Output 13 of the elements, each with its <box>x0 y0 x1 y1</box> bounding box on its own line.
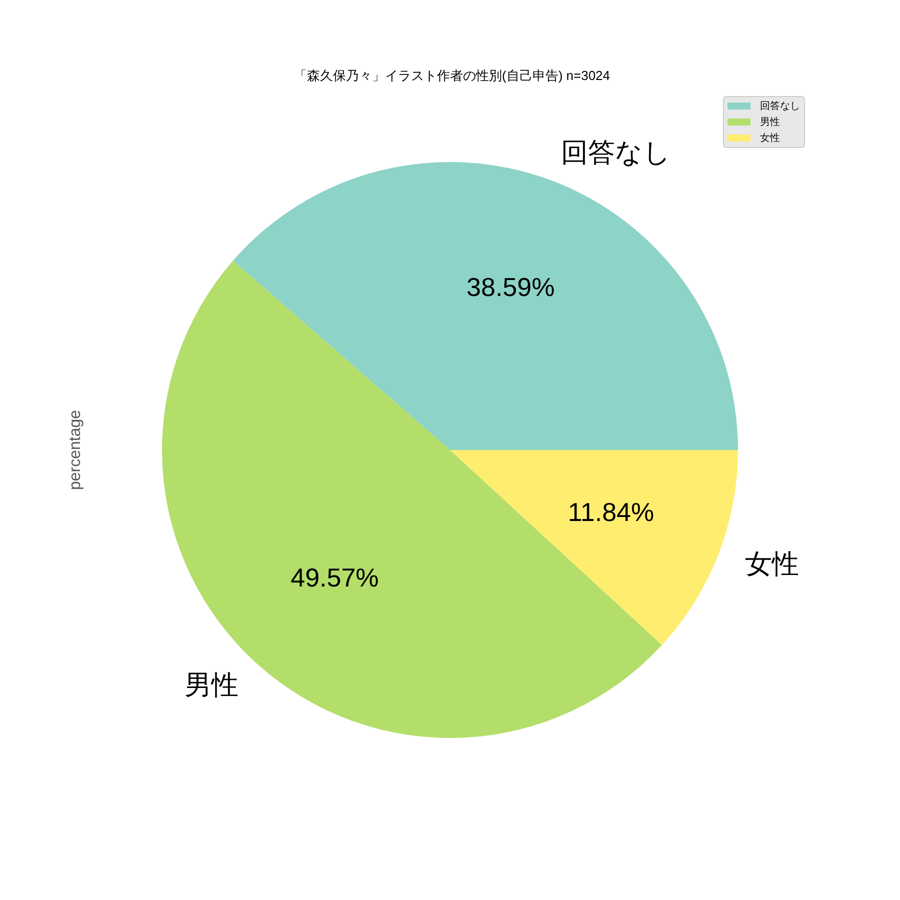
legend-label: 回答なし <box>760 100 800 112</box>
slice-label: 回答なし <box>561 137 672 168</box>
legend-label: 女性 <box>760 132 780 144</box>
chart-title: 「森久保乃々」イラスト作者の性別(自己申告) n=3024 <box>294 68 610 83</box>
pie-slice <box>450 450 738 646</box>
data-label: 38.59% <box>466 272 555 302</box>
data-label: 49.57% <box>290 562 379 593</box>
legend-label: 男性 <box>760 116 780 128</box>
data-label: 11.84% <box>568 496 654 527</box>
text: percentage <box>67 410 84 490</box>
pie-slice <box>162 260 662 738</box>
slice-label: 男性 <box>184 670 239 700</box>
slice-label: 女性 <box>745 549 800 580</box>
